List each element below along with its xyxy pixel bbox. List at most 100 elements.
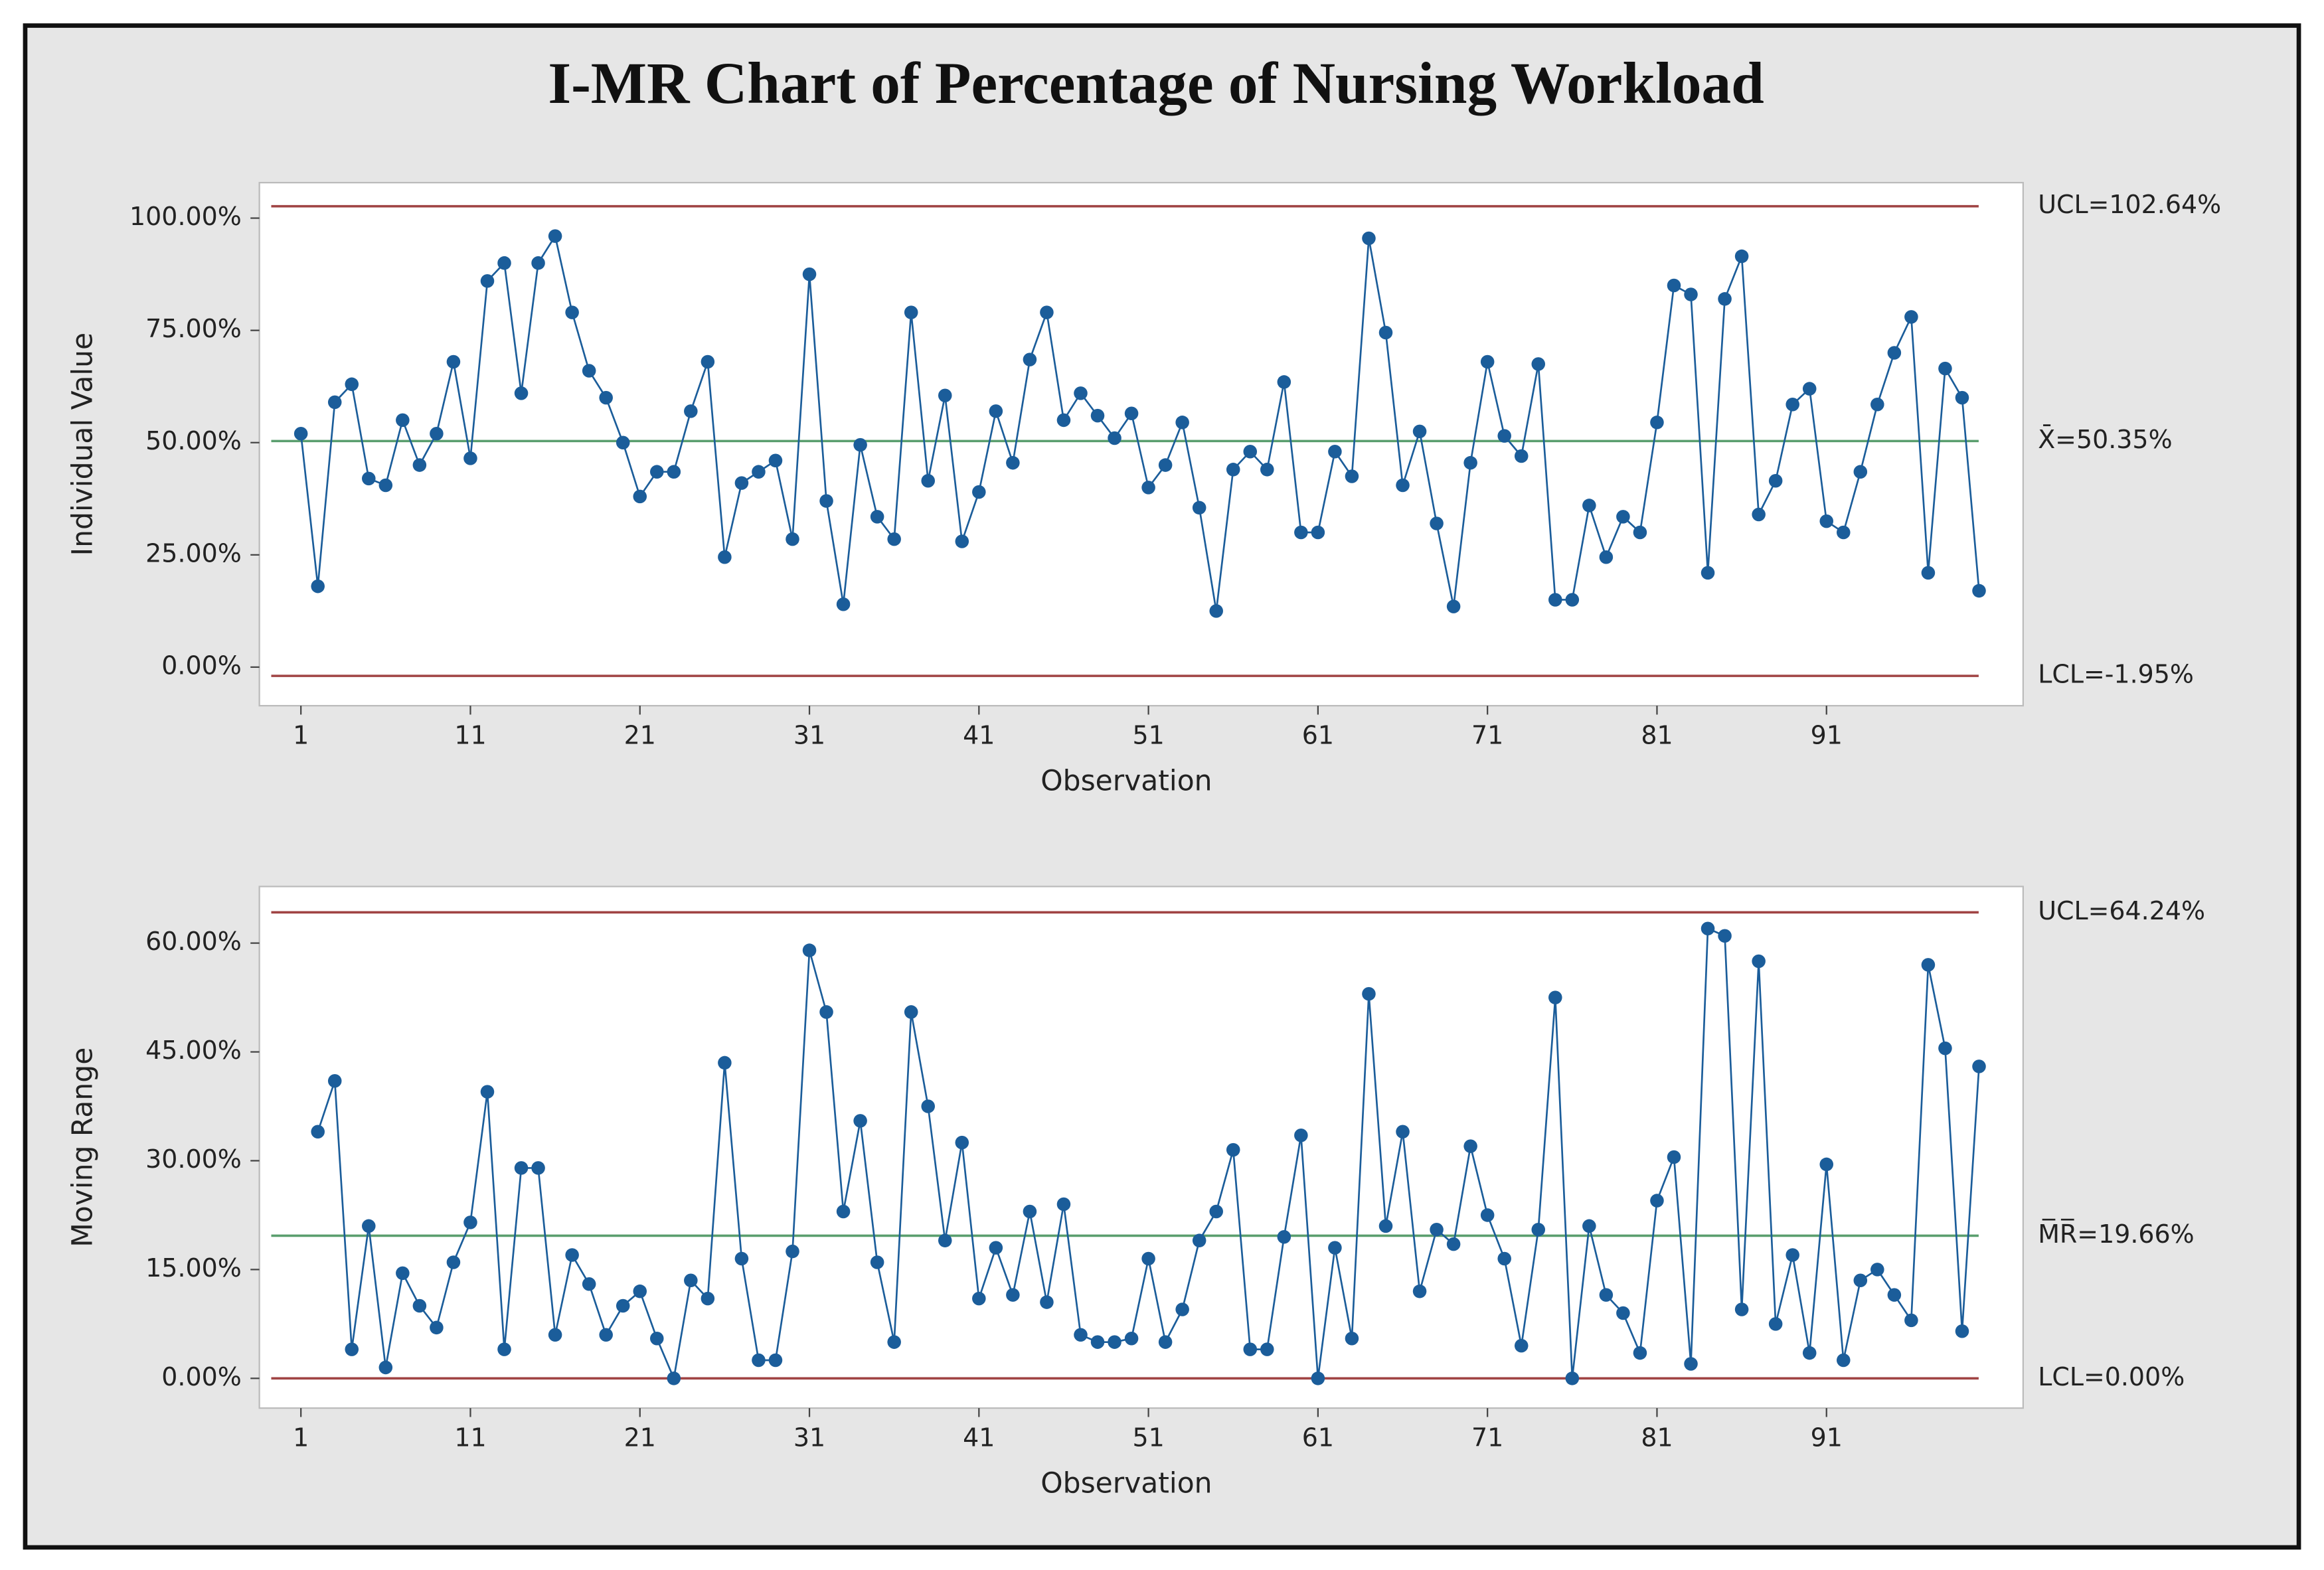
data-point [497,1342,511,1356]
control-line-label: LCL=0.00% [2038,1362,2185,1391]
data-point [870,1255,884,1269]
x-axis-title: Observation [1040,765,1212,798]
x-tick-label: 41 [963,720,995,749]
data-point [1548,990,1562,1004]
x-tick-label: 11 [454,720,486,749]
data-point [514,386,529,400]
data-point [1209,604,1223,618]
data-point [1633,525,1647,540]
data-point [1056,1197,1071,1212]
data-point [752,1353,766,1368]
data-point [1090,1335,1105,1349]
data-point [718,1056,732,1070]
data-point [480,274,495,288]
x-tick-label: 71 [1471,1423,1503,1452]
data-point [853,437,867,452]
data-point [1023,353,1037,366]
data-point [1955,390,1969,405]
data-point [1040,305,1054,319]
y-axis-title: Individual Value [67,333,100,556]
data-point [701,354,715,369]
data-point [734,1251,749,1266]
data-point [1531,357,1546,371]
data-point [1701,921,1715,936]
data-point [1124,406,1139,421]
y-tick-label: 0.00% [161,651,242,680]
data-point [1311,525,1325,540]
data-point [565,1248,579,1262]
data-point [1768,1317,1783,1331]
data-point [1396,478,1410,493]
data-point [412,1298,427,1313]
data-point [1294,1128,1308,1142]
data-point [1938,361,1952,376]
data-point [1599,1288,1614,1302]
data-point [1701,566,1715,580]
x-tick-label: 1 [293,720,309,749]
y-tick-label: 0.00% [161,1362,242,1391]
data-point [362,1219,376,1233]
data-point [1226,1142,1240,1157]
data-point [1819,1157,1834,1172]
data-point [1362,986,1376,1001]
data-point [1311,1372,1325,1385]
data-point [1972,584,1986,598]
data-point [972,1291,986,1306]
y-tick-label: 60.00% [145,927,242,956]
data-point [853,1114,867,1128]
data-point [1837,1353,1851,1368]
x-tick-label: 81 [1641,1423,1673,1452]
data-point [1378,1219,1393,1233]
data-point [1616,510,1630,524]
control-line-label: X̄=50.35% [2038,425,2172,454]
data-point [955,534,969,548]
data-point [1565,1372,1580,1385]
data-point [1108,1335,1121,1349]
data-point [1430,516,1444,530]
data-point [378,478,393,493]
data-point [819,494,833,508]
data-point [1904,1313,1918,1328]
control-line-label: M̅R̅=19.66% [2038,1219,2195,1249]
data-point [531,256,545,270]
data-point [1158,1335,1173,1349]
data-point [786,532,799,546]
data-point [1718,929,1732,943]
data-point [1192,1233,1206,1247]
data-point [412,458,427,472]
data-point [599,390,613,405]
data-point [802,267,817,281]
data-point [1514,449,1529,463]
data-point [1345,1331,1359,1346]
data-point [1175,1302,1189,1316]
data-point [1328,444,1342,459]
data-point [345,1342,359,1356]
data-point [1734,1302,1749,1316]
data-point [667,465,681,479]
data-point [650,1331,664,1346]
x-tick-label: 71 [1471,720,1503,749]
data-point [819,1005,833,1019]
data-point [1396,1125,1410,1139]
data-point [1074,386,1088,400]
data-point [1192,501,1206,515]
data-point [1853,1273,1868,1288]
data-point [904,305,918,319]
data-point [1938,1041,1952,1056]
data-point [1243,1342,1258,1356]
data-point [1345,469,1359,483]
data-point [684,1273,698,1288]
data-point [293,426,308,441]
data-point [684,404,698,418]
data-point [633,489,647,504]
data-point [1887,346,1902,360]
data-point [1480,1208,1495,1222]
data-point [1853,465,1868,479]
x-tick-label: 51 [1132,720,1164,749]
data-point [633,1284,647,1298]
data-point [1090,408,1105,423]
data-point [1006,1288,1020,1302]
y-tick-label: 75.00% [145,314,242,343]
data-point [1480,354,1495,369]
data-point [836,1204,851,1219]
